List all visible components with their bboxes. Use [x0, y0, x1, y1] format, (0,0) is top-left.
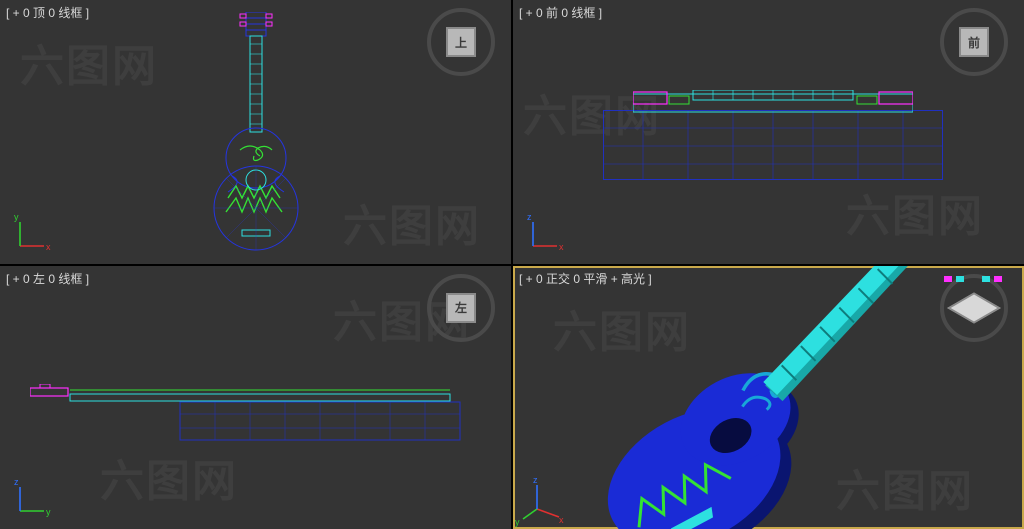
axis-gizmo-persp: z x y [523, 471, 573, 521]
viewcube-top[interactable]: 上 [435, 16, 487, 68]
viewport-perspective[interactable]: [ + 0 正交 0 平滑 + 高光 ] 六图网 六图网 [513, 266, 1024, 529]
viewport-left[interactable]: [ + 0 左 0 线框 ] 左 六图网 六图网 [0, 266, 511, 529]
viewport-label-front: [ + 0 前 0 线框 ] [519, 4, 602, 21]
svg-text:x: x [559, 242, 564, 252]
svg-text:y: y [515, 517, 520, 527]
watermark: 六图网 [343, 190, 481, 254]
viewport-top[interactable]: [ + 0 顶 0 线框 ] 上 六图网 六图网 [0, 0, 511, 264]
viewcube-left[interactable]: 左 [435, 282, 487, 334]
front-body-grid [603, 110, 943, 180]
viewcube-face-front[interactable]: 前 [959, 27, 989, 57]
axis-gizmo-front: z x [523, 206, 573, 256]
axis-gizmo-top: y x [10, 206, 60, 256]
svg-text:y: y [46, 507, 51, 517]
svg-text:z: z [533, 475, 538, 485]
watermark: 六图网 [20, 30, 158, 94]
viewcube-face-top[interactable]: 上 [446, 27, 476, 57]
axis-gizmo-left: z y [10, 471, 60, 521]
left-wire [30, 384, 470, 444]
watermark: 六图网 [100, 445, 238, 509]
watermark: 六图网 [846, 180, 984, 244]
svg-text:z: z [14, 477, 19, 487]
viewport-front[interactable]: [ + 0 前 0 线框 ] 前 六图网 六图网 [513, 0, 1024, 264]
viewcube-front[interactable]: 前 [948, 16, 1000, 68]
viewport-label-left: [ + 0 左 0 线框 ] [6, 270, 89, 287]
svg-text:x: x [46, 242, 51, 252]
viewport-label-persp: [ + 0 正交 0 平滑 + 高光 ] [519, 270, 652, 287]
front-fretboard [633, 90, 913, 116]
svg-text:y: y [14, 212, 19, 222]
svg-text:z: z [527, 212, 532, 222]
top-guitar-wire [196, 12, 316, 252]
viewcube-face-left[interactable]: 左 [446, 293, 476, 323]
svg-text:x: x [559, 515, 564, 525]
viewcube-persp[interactable] [948, 282, 1000, 334]
viewport-label-top: [ + 0 顶 0 线框 ] [6, 4, 89, 21]
